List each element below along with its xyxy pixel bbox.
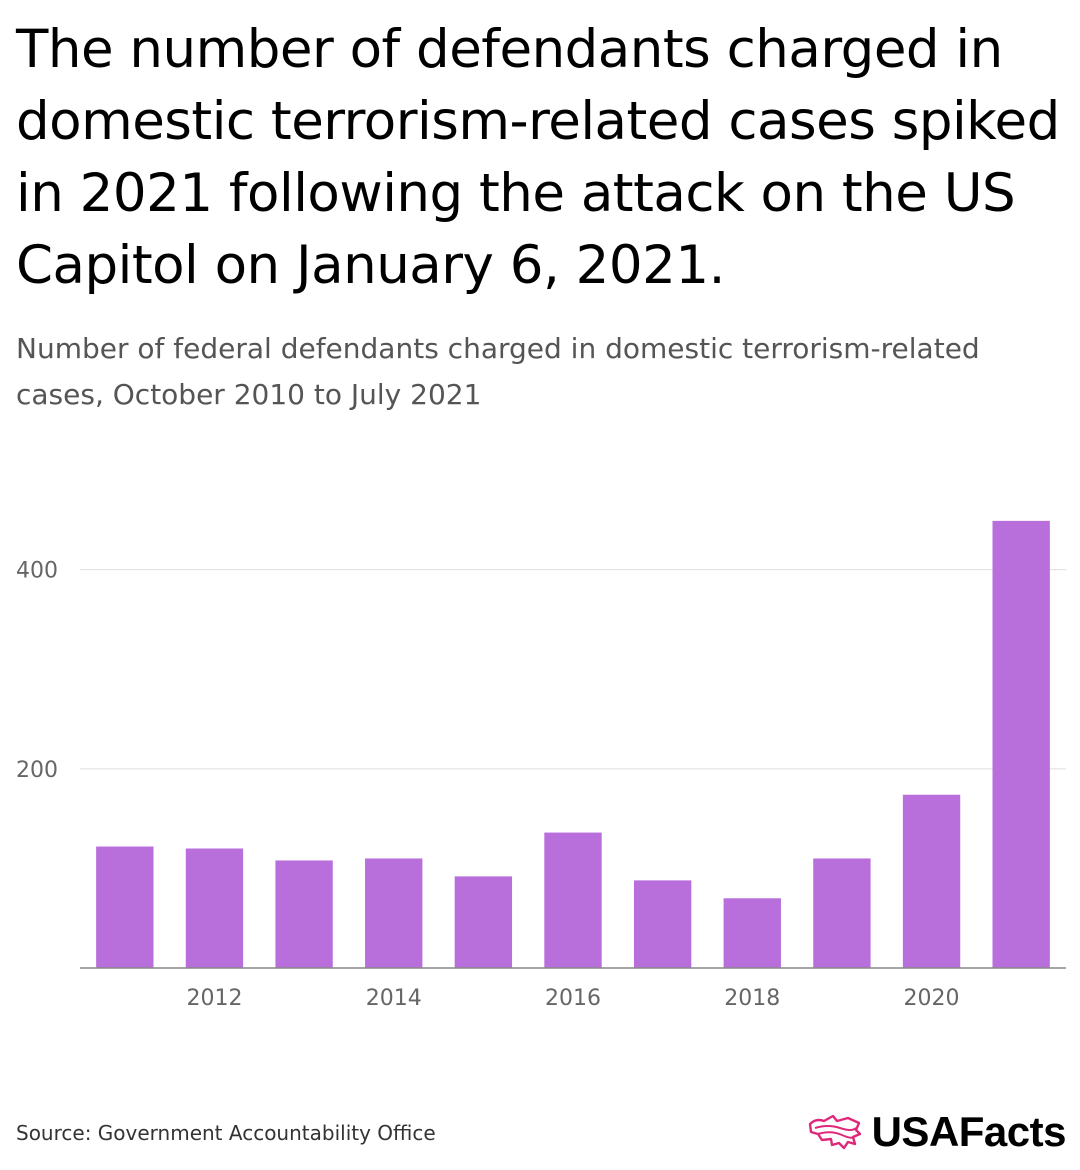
bar-2020: [902, 794, 961, 968]
bar-2015: [454, 876, 513, 968]
us-flag-map-icon: [808, 1114, 861, 1150]
bar-2013: [275, 860, 333, 968]
x-tick-label-2012: 2012: [186, 986, 242, 1011]
chart-subtitle: Number of federal defendants charged in …: [16, 332, 980, 411]
usafacts-logo: USAFacts: [806, 1108, 1067, 1156]
chart-title: The number of defendants charged in dome…: [16, 19, 1060, 296]
brand-name: USAFacts: [871, 1108, 1067, 1155]
bar-2012: [185, 848, 244, 968]
x-tick-label-2014: 2014: [366, 986, 422, 1011]
axes: 200 400 2012 2014 2016 2018 2020: [16, 559, 1066, 1011]
bar-chart: 200 400 2012 2014 2016 2018 2020: [16, 520, 1066, 1011]
x-tick-label-2018: 2018: [724, 986, 780, 1011]
y-tick-label-200: 200: [16, 758, 58, 783]
bar-2021: [992, 520, 1050, 968]
bars: [96, 520, 1050, 968]
bar-2016: [544, 832, 602, 968]
gridlines: [80, 569, 1066, 770]
y-tick-label-400: 400: [16, 559, 58, 584]
x-tick-label-2020: 2020: [904, 986, 960, 1011]
bar-2017: [633, 880, 692, 968]
source-note: Source: Government Accountability Office: [16, 1121, 436, 1145]
bar-2011: [96, 846, 154, 968]
bar-2014: [365, 858, 423, 968]
x-tick-label-2016: 2016: [545, 986, 601, 1011]
bar-2019: [813, 858, 871, 968]
bar-2018: [723, 898, 781, 968]
